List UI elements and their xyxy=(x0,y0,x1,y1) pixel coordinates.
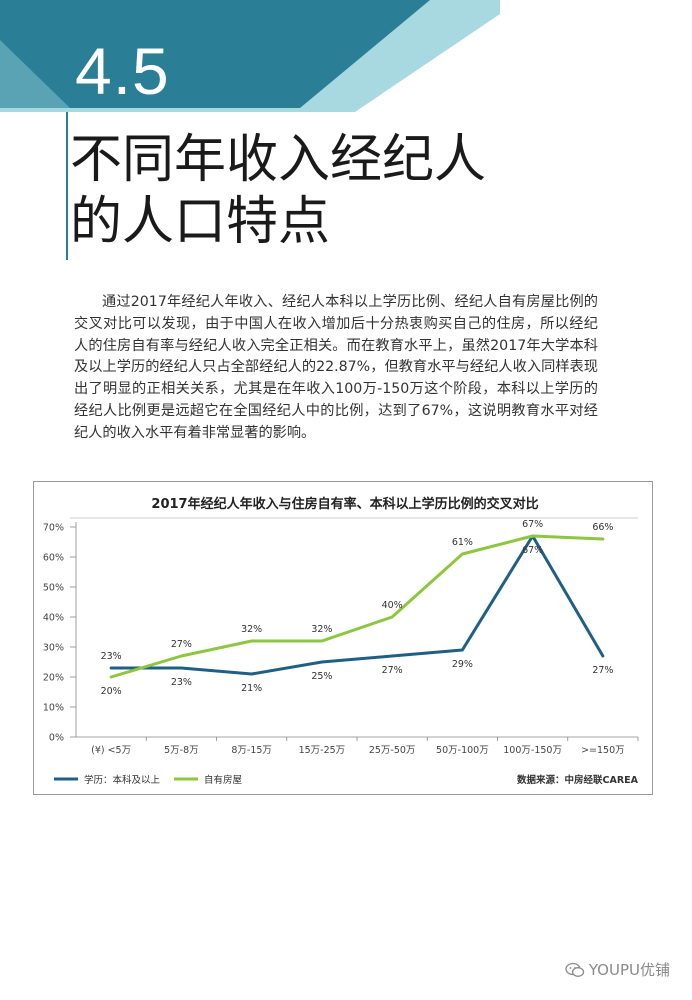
page-title-line-2: 的人口特点 xyxy=(70,192,331,252)
data-label: 27% xyxy=(382,665,403,676)
x-tick-label: 100万-150万 xyxy=(503,745,562,756)
chart-title: 2017年经纪人年收入与住房自有率、本科以上学历比例的交叉对比 xyxy=(151,496,538,512)
watermark-text: YOUPU优铺 xyxy=(588,961,670,979)
data-label: 66% xyxy=(592,522,613,533)
data-label: 32% xyxy=(241,624,262,635)
y-tick-label: 10% xyxy=(43,703,64,714)
x-tick-label: >=150万 xyxy=(581,745,625,756)
y-tick-label: 70% xyxy=(43,523,64,534)
chart-source: 数据来源：中房经联CAREA xyxy=(516,774,639,786)
section-number: 4.5 xyxy=(75,34,170,108)
legend-label: 自有房屋 xyxy=(204,774,242,786)
header-banner xyxy=(0,0,500,112)
x-axis: (¥) <5万 5万-8万 8万-15万 15万-25万 25万-50万 50万-100万… xyxy=(91,737,639,756)
education-series-line xyxy=(109,534,605,676)
x-tick-label: 5万-8万 xyxy=(164,745,199,756)
y-tick-label: 40% xyxy=(43,613,64,624)
data-label: 67% xyxy=(522,519,543,530)
data-label: 27% xyxy=(592,665,613,676)
data-label: 23% xyxy=(171,677,192,688)
series-lines xyxy=(109,534,605,679)
y-tick-label: 0% xyxy=(49,733,64,744)
y-tick-label: 60% xyxy=(43,553,64,564)
title-rule xyxy=(66,112,68,260)
body-paragraph: 通过2017年经纪人年收入、经纪人本科以上学历比例、经纪人自有房屋比例的交叉对比… xyxy=(74,294,598,441)
housing-series-line xyxy=(109,534,605,679)
y-tick-label: 20% xyxy=(43,673,64,684)
x-tick-label: 15万-25万 xyxy=(299,745,346,756)
wechat-icon xyxy=(565,962,584,977)
data-label: 40% xyxy=(382,600,403,611)
data-label: 32% xyxy=(311,624,332,635)
data-label: 67% xyxy=(522,545,543,556)
x-tick-label: (¥) <5万 xyxy=(91,745,131,756)
line-chart: 2017年经纪人年收入与住房自有率、本科以上学历比例的交叉对比 70% 60% 50… xyxy=(43,496,639,786)
data-label: 27% xyxy=(171,639,192,650)
y-axis: 70% 60% 50% 40% 30% 20% 10% 0% xyxy=(43,522,77,744)
data-labels: 23% 23% 21% 25% 27% 29% 67% 27% 20% 27% 32% 32% 40% 6… xyxy=(101,519,614,697)
data-label: 25% xyxy=(311,671,332,682)
chart-container: 2017年经纪人年收入与住房自有率、本科以上学历比例的交叉对比 70% 60% 50… xyxy=(33,481,653,795)
data-label: 20% xyxy=(101,686,122,697)
y-tick-label: 50% xyxy=(43,583,64,594)
banner-corner-accent xyxy=(0,40,70,108)
data-label: 61% xyxy=(452,537,473,548)
x-tick-label: 25万-50万 xyxy=(369,745,416,756)
data-label: 29% xyxy=(452,659,473,670)
watermark: YOUPU优铺 xyxy=(565,959,670,980)
legend-label: 学历：本科及以上 xyxy=(84,774,161,786)
x-tick-label: 50万-100万 xyxy=(436,745,489,756)
chart-legend: 学历：本科及以上 自有房屋 xyxy=(54,774,242,786)
data-label: 21% xyxy=(241,683,262,694)
y-tick-label: 30% xyxy=(43,643,64,654)
banner-dark-band xyxy=(0,0,430,108)
x-tick-label: 8万-15万 xyxy=(231,745,272,756)
data-label: 23% xyxy=(101,651,122,662)
page-title-line-1: 不同年收入经纪人 xyxy=(70,130,487,190)
